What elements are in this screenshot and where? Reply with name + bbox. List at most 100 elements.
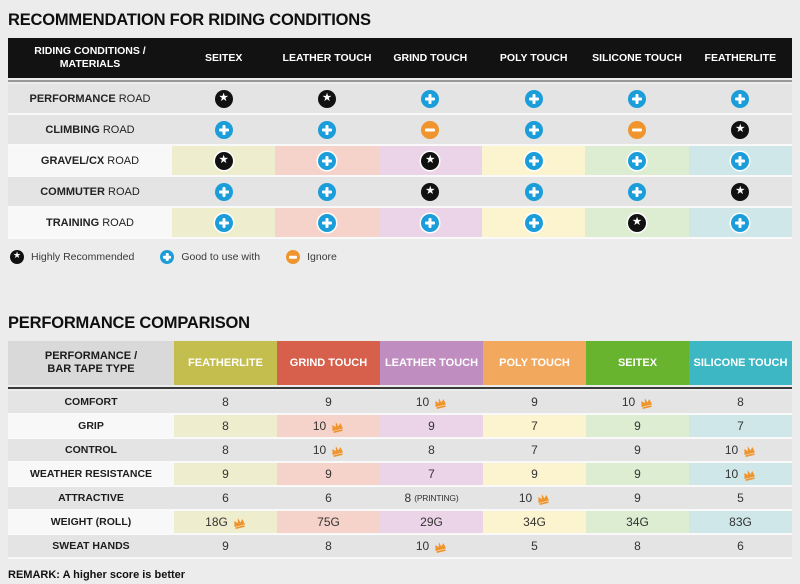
legend: ★ Highly Recommended Good to use with Ignor… [8,249,792,265]
score-cell: 9 [380,415,483,437]
score-cell: 10 [689,439,792,461]
column-header-silicone-touch: SILICONE TOUCH [689,341,792,385]
score-cell: 10 [689,463,792,485]
plus-icon [524,120,543,139]
riding-conditions-title: RECOMMENDATION FOR RIDING CONDITIONS [8,11,371,29]
rating-cell [275,208,379,237]
column-header-seitex: SEITEX [204,52,243,64]
column-header-poly-touch: POLY TOUCH [499,52,568,64]
rating-cell [172,177,276,206]
riding-conditions-table: RIDING CONDITIONS / MATERIALS SEITEX LEATHE… [8,38,792,239]
plus-icon [627,89,646,108]
minus-icon [627,120,646,139]
plus-icon [317,120,336,139]
crown-icon [432,395,448,410]
score-cell: 6 [689,535,792,557]
score-cell: 8 (PRINTING) [380,487,483,509]
star-icon: ★ [731,120,750,139]
score-cell: 5 [483,535,586,557]
score-cell: 8 [174,415,277,437]
legend-label: Ignore [307,251,337,263]
rating-cell [172,115,276,144]
rating-cell [275,146,379,175]
riding-table-header: RIDING CONDITIONS / MATERIALS SEITEX LEATHE… [8,38,792,78]
star-icon: ★ [214,89,233,108]
column-header-featherlite: FEATHERLITE [174,341,277,385]
performance-header-divider [8,387,792,389]
score-cell: 9 [174,463,277,485]
score-cell: 7 [483,439,586,461]
crown-icon [741,443,757,458]
score-cell: 9 [586,463,689,485]
star-icon: ★ [10,250,24,264]
performance-table-header: PERFORMANCE / BAR TAPE TYPE FEATHERLITE GRI… [8,341,792,385]
rating-cell: ★ [585,208,689,237]
score-cell: 8 [277,535,380,557]
score-cell: 6 [174,487,277,509]
row-label: WEIGHT (ROLL) [8,511,174,533]
riding-row-gravel-cx: GRAVEL/CX ROAD ★ ★ [8,146,792,177]
plus-icon [421,213,440,232]
star-icon: ★ [214,151,233,170]
column-header-featherlite: FEATHERLITE [704,52,777,64]
score-cell: 7 [483,415,586,437]
performance-table-body: COMFORT 8 9 10 9 10 8 GRIP 8 10 9 7 9 7 CONTROL 8 10 8 7 9 1… [8,391,792,559]
rating-cell: ★ [378,146,482,175]
score-cell: 10 [380,391,483,413]
rating-cell [482,115,586,144]
score-cell: 9 [586,415,689,437]
score-cell: 10 [277,415,380,437]
performance-comparison-title: PERFORMANCE COMPARISON [8,314,250,332]
riding-row-training: TRAINING ROAD ★ [8,208,792,239]
performance-header-label: PERFORMANCE / BAR TAPE TYPE [8,341,174,385]
rating-cell: ★ [172,146,276,175]
score-cell: 5 [689,487,792,509]
riding-header-divider [8,80,792,82]
plus-icon [317,182,336,201]
score-cell: 9 [174,535,277,557]
rating-cell: ★ [688,115,792,144]
plus-icon [421,89,440,108]
row-label: COMFORT [8,391,174,413]
performance-row-weather-resistance: WEATHER RESISTANCE 9 9 7 9 9 10 [8,463,792,487]
score-cell: 8 [380,439,483,461]
rating-cell [378,208,482,237]
score-cell: 9 [483,463,586,485]
row-label: GRIP [8,415,174,437]
score-cell: 9 [586,439,689,461]
column-header-grind-touch: GRIND TOUCH [393,52,468,64]
rating-cell: ★ [172,84,276,113]
row-label: TRAINING ROAD [8,208,172,237]
rating-cell [172,208,276,237]
plus-icon [524,89,543,108]
crown-icon [638,395,654,410]
score-cell: 10 [380,535,483,557]
minus-icon [421,120,440,139]
rating-cell [275,115,379,144]
plus-icon [317,151,336,170]
plus-icon [627,151,646,170]
plus-icon [214,213,233,232]
score-cell: 34G [586,511,689,533]
plus-icon [731,89,750,108]
rating-cell [585,84,689,113]
riding-row-commuter: COMMUTER ROAD ★ ★ [8,177,792,208]
plus-icon [524,213,543,232]
remark-text: REMARK: A higher score is better [8,569,186,581]
plus-icon [524,182,543,201]
performance-row-attractive: ATTRACTIVE 6 6 8 (PRINTING) 10 9 5 [8,487,792,511]
score-cell: 8 [586,535,689,557]
rating-cell [482,208,586,237]
score-cell: 6 [277,487,380,509]
row-label: GRAVEL/CX ROAD [8,146,172,175]
rating-cell: ★ [275,84,379,113]
score-cell: 75G [277,511,380,533]
score-cell: 8 [174,439,277,461]
star-icon: ★ [421,151,440,170]
score-cell: 10 [277,439,380,461]
crown-icon [329,419,345,434]
crown-icon [741,467,757,482]
plus-icon [731,151,750,170]
rating-cell [688,84,792,113]
rating-cell [378,84,482,113]
